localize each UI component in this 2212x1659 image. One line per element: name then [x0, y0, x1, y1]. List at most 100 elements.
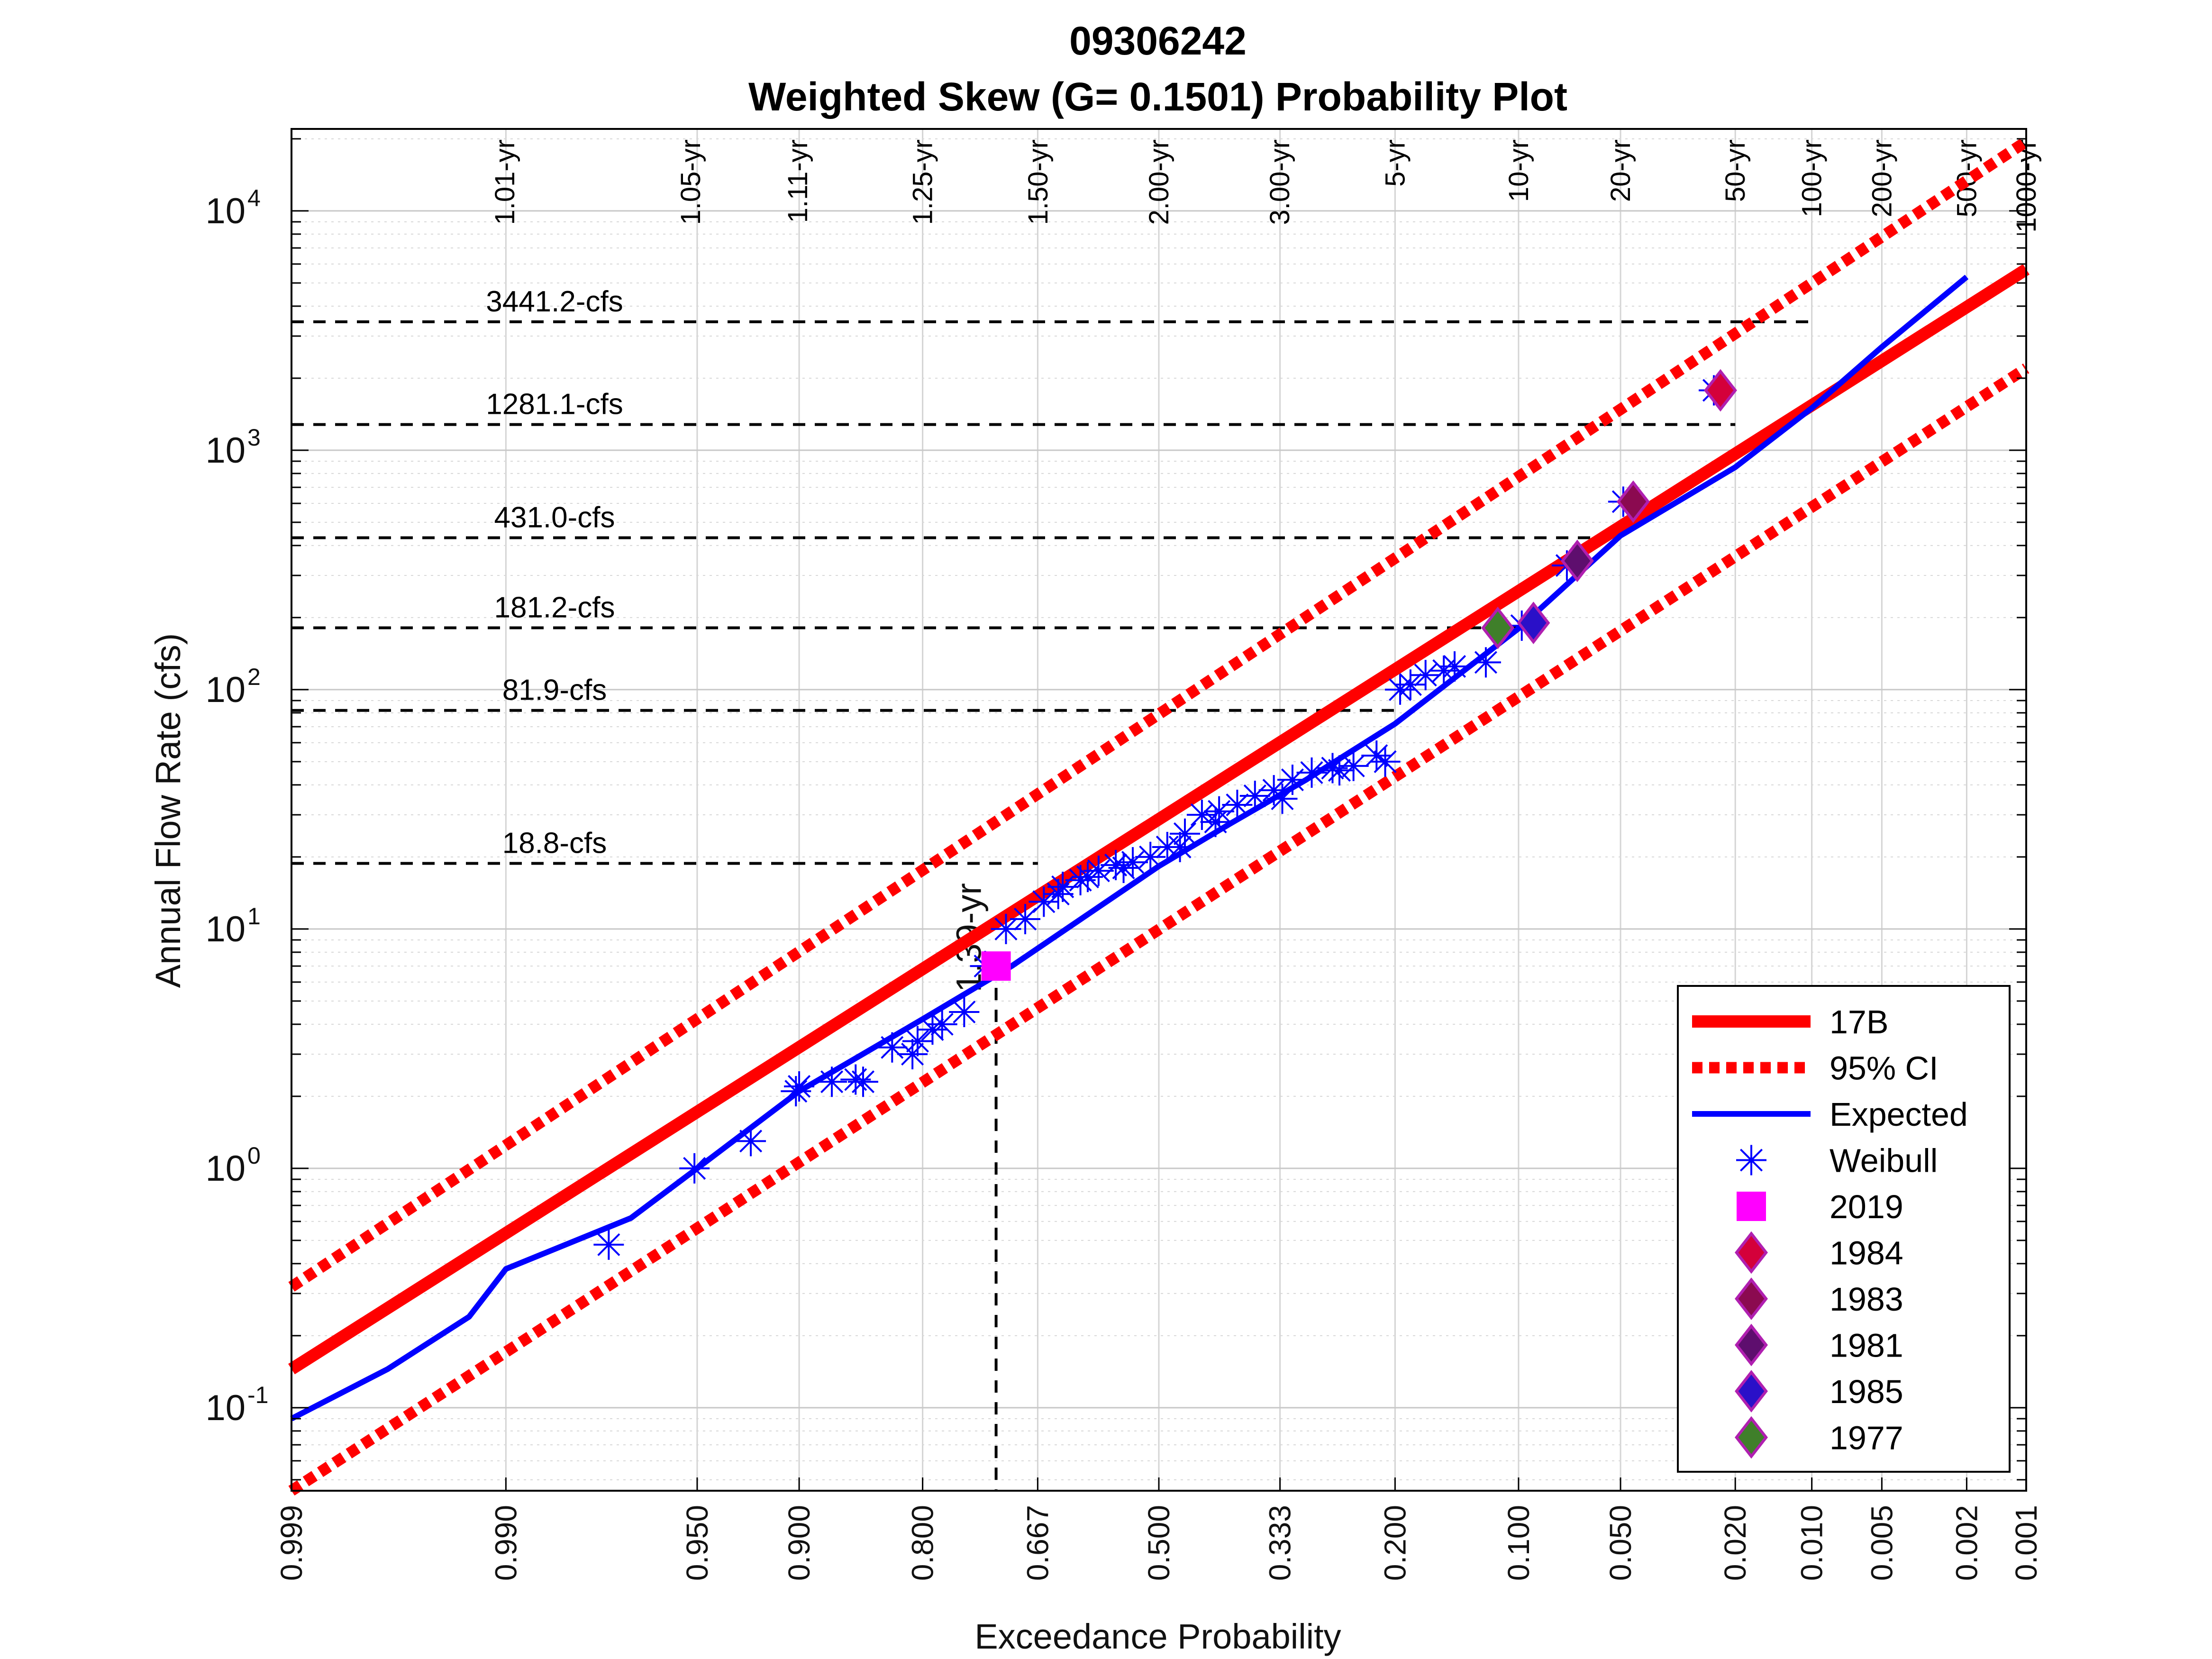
reference-label: 18.8-cfs [502, 827, 607, 859]
weibull-point [1072, 862, 1103, 893]
weibull-point [917, 1014, 948, 1045]
x-tick-label: 0.950 [680, 1505, 714, 1581]
asterisk-stroke [1328, 759, 1351, 782]
asterisk-stroke [953, 1000, 976, 1024]
asterisk-stroke [1047, 883, 1070, 906]
series-line-95-ci [288, 137, 2030, 1292]
weibull-point [1200, 807, 1231, 838]
asterisk-stroke [921, 1018, 944, 1041]
return-period-label: 1.05-yr [675, 139, 706, 225]
return-period-label: 3.00-yr [1265, 139, 1295, 225]
legend-label: 1984 [1830, 1235, 1903, 1272]
legend-swatch-diamond [1734, 1370, 1768, 1413]
weibull-point [1222, 790, 1253, 820]
series-line-95-ci-lower [288, 363, 2030, 1496]
weibull-point [949, 997, 980, 1028]
x-tick-label: 0.020 [1718, 1505, 1752, 1581]
asterisk-stroke [994, 917, 1018, 940]
grid [291, 129, 2027, 1491]
return-period-label: 100-yr [1797, 139, 1828, 217]
legend-label: 1983 [1830, 1281, 1903, 1318]
asterisk-stroke [1474, 651, 1497, 674]
asterisk-stroke [1374, 750, 1397, 773]
asterisk-stroke [1139, 845, 1162, 868]
x-tick-label: 0.001 [2009, 1505, 2043, 1581]
weibull-point [1117, 847, 1148, 878]
y-tick-exponent: 1 [247, 903, 261, 930]
asterisk-stroke [881, 1036, 904, 1059]
weibull-point [593, 1229, 624, 1260]
asterisk-stroke [1226, 793, 1249, 817]
series-line-expected [290, 274, 1969, 1422]
return-period-label: 50-yr [1720, 139, 1751, 202]
weibull-point [1170, 818, 1201, 849]
asterisk-stroke [1342, 754, 1365, 777]
legend-label: 17B [1830, 1003, 1889, 1040]
weibull-point [1108, 852, 1139, 883]
point-1985 [1517, 602, 1550, 645]
weibull-point [1429, 655, 1459, 686]
return-period-label: 20-yr [1605, 139, 1636, 202]
x-tick-label: 0.200 [1378, 1505, 1412, 1581]
y-tick-label: 10 [205, 430, 246, 471]
reference-label: 181.2-cfs [494, 592, 615, 624]
asterisk-stroke [1432, 659, 1456, 682]
legend-label: 1985 [1830, 1373, 1903, 1410]
point-1977 [1481, 606, 1515, 649]
return-period-label: 1.01-yr [490, 139, 520, 225]
y-tick-exponent: 2 [247, 664, 261, 690]
return-period-label: 1.11-yr [783, 139, 813, 223]
asterisk-stroke [1300, 761, 1323, 784]
asterisk-stroke [844, 1068, 867, 1091]
weibull-point [736, 1126, 766, 1157]
chart-title-line1: 09306242 [1069, 18, 1247, 63]
asterisk-stroke [1399, 673, 1422, 696]
return-period-label: 1.50-yr [1023, 139, 1054, 225]
x-tick-label: 0.010 [1795, 1505, 1829, 1581]
weibull-point [1361, 740, 1392, 771]
return-period-label: 200-yr [1866, 139, 1897, 217]
asterisk-stroke [784, 1080, 808, 1103]
asterisk-stroke [820, 1070, 844, 1094]
y-tick-label: 10 [205, 670, 246, 710]
point-1984 [1703, 369, 1737, 412]
axis-ticks: 0.999 0.990 0.950 0.900 0.800 0.667 0.500 0.333… [205, 138, 2043, 1581]
x-tick-label: 0.667 [1020, 1505, 1055, 1581]
weibull-point [1296, 757, 1327, 788]
legend-swatch-diamond [1734, 1231, 1768, 1274]
weibull-point [1267, 784, 1298, 814]
weibull-point [1470, 647, 1501, 678]
legend-swatch-square [1737, 1192, 1766, 1221]
reference-label: 1281.1-cfs [486, 388, 623, 421]
weibull-point [1239, 780, 1270, 811]
weibull-point [927, 1009, 957, 1039]
weibull-point [1410, 660, 1441, 691]
asterisk-stroke [597, 1233, 620, 1256]
asterisk-stroke [906, 1030, 929, 1053]
chart-title-line2: Weighted Skew (G= 0.1501) Probability Pl… [748, 74, 1567, 119]
asterisk-stroke [1243, 784, 1266, 808]
asterisk-stroke [1173, 822, 1197, 845]
y-tick-label: 10 [205, 1149, 246, 1189]
weibull-point [897, 1039, 928, 1069]
weibull-point [1029, 886, 1059, 917]
y-axis-title: Annual Flow Rate (cfs) [148, 633, 188, 988]
asterisk-stroke [739, 1130, 763, 1153]
asterisk-stroke [1271, 787, 1294, 811]
series [288, 137, 2030, 1496]
x-tick-label: 0.999 [274, 1505, 309, 1581]
asterisk-stroke [1112, 856, 1135, 880]
x-tick-label: 0.333 [1263, 1505, 1297, 1581]
legend-swatch-asterisk [1736, 1145, 1766, 1176]
x-tick-label: 0.050 [1603, 1505, 1638, 1581]
legend-label: 1981 [1830, 1327, 1903, 1364]
legend: 17B 95% CI Expected Weibull 2019 1984 1983 1981… [1677, 985, 2011, 1473]
x-tick-label: 0.990 [489, 1505, 523, 1581]
x-tick-label: 0.002 [1949, 1505, 1984, 1581]
legend-label: Expected [1830, 1096, 1968, 1133]
asterisk-stroke [1190, 803, 1213, 826]
x-tick-label: 0.900 [782, 1505, 816, 1581]
reference-label: 3441.2-cfs [486, 285, 623, 318]
legend-label: 1977 [1830, 1420, 1903, 1457]
